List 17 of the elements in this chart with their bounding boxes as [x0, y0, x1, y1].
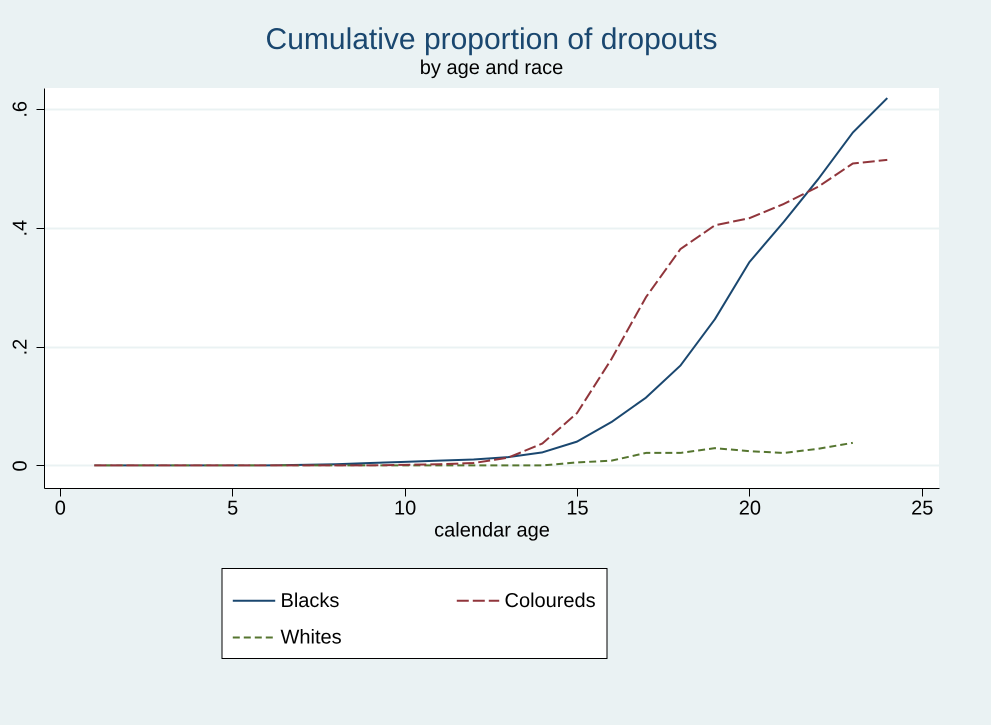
- x-tick-label: 10: [394, 498, 416, 520]
- x-axis-title: calendar age: [434, 520, 550, 542]
- legend-label: Blacks: [280, 590, 340, 612]
- legend-label: Coloureds: [504, 590, 596, 612]
- x-tick-label: 5: [227, 498, 238, 520]
- x-tick-label: 20: [738, 498, 762, 520]
- y-tick-label: .4: [10, 220, 32, 237]
- x-tick-label: 25: [911, 498, 934, 520]
- line-series: [93, 158, 888, 466]
- x-tick-label: 15: [566, 498, 589, 520]
- y-tick-label: .6: [10, 100, 32, 118]
- y-tick-label: .2: [10, 338, 32, 356]
- x-tick-label: 0: [54, 498, 66, 520]
- y-tick-label: 0: [10, 460, 32, 472]
- chart-title: Cumulative proportion of dropouts: [266, 23, 718, 56]
- legend-label: Whites: [280, 626, 342, 648]
- chart-subtitle: by age and race: [420, 57, 564, 79]
